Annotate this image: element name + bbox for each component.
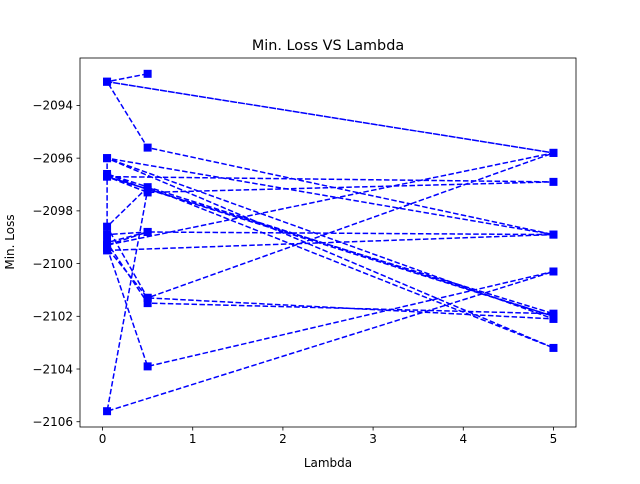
- data-point-marker: [103, 172, 112, 181]
- data-point-marker: [549, 267, 558, 276]
- data-point-marker: [549, 309, 558, 318]
- y-axis-ticks: −2106 −2104 −2102 −2100 −2098 −2096 −2094: [32, 99, 80, 429]
- x-axis-ticks: 0 1 2 3 4 5: [99, 427, 558, 446]
- x-tick-label: 3: [369, 432, 377, 446]
- data-point-marker: [549, 343, 558, 352]
- data-point-marker: [103, 241, 112, 250]
- data-point-marker: [549, 177, 558, 186]
- data-point-marker: [143, 293, 152, 302]
- data-point-marker: [103, 154, 112, 163]
- data-point-marker: [143, 69, 152, 78]
- y-tick-label: −2102: [32, 310, 73, 324]
- y-axis-label: Min. Loss: [3, 214, 17, 269]
- data-point-marker: [143, 188, 152, 197]
- x-tick-label: 4: [459, 432, 467, 446]
- x-tick-label: 5: [550, 432, 558, 446]
- series-layer: [103, 69, 558, 416]
- series-line: [106, 73, 555, 412]
- data-point-marker: [143, 362, 152, 371]
- x-tick-label: 1: [189, 432, 197, 446]
- chart-title: Min. Loss VS Lambda: [252, 38, 404, 54]
- data-point-marker: [143, 299, 152, 308]
- y-tick-label: −2106: [32, 415, 73, 429]
- y-tick-label: −2100: [32, 257, 73, 271]
- x-tick-label: 0: [99, 432, 107, 446]
- y-tick-label: −2098: [32, 204, 73, 218]
- x-tick-label: 2: [279, 432, 287, 446]
- y-tick-label: −2104: [32, 362, 73, 376]
- data-point-marker: [103, 77, 112, 86]
- data-point-marker: [103, 407, 112, 416]
- data-point-marker: [549, 230, 558, 239]
- data-point-marker: [103, 222, 112, 231]
- x-axis-label: Lambda: [304, 456, 352, 470]
- data-point-marker: [549, 148, 558, 157]
- data-point-marker: [143, 143, 152, 152]
- data-point-marker: [143, 183, 152, 192]
- plot-frame: [79, 57, 577, 428]
- data-point-marker: [143, 227, 152, 236]
- y-tick-label: −2094: [32, 99, 73, 113]
- data-point-marker: [103, 246, 112, 255]
- data-point-marker: [103, 230, 112, 239]
- y-tick-label: −2096: [32, 151, 73, 165]
